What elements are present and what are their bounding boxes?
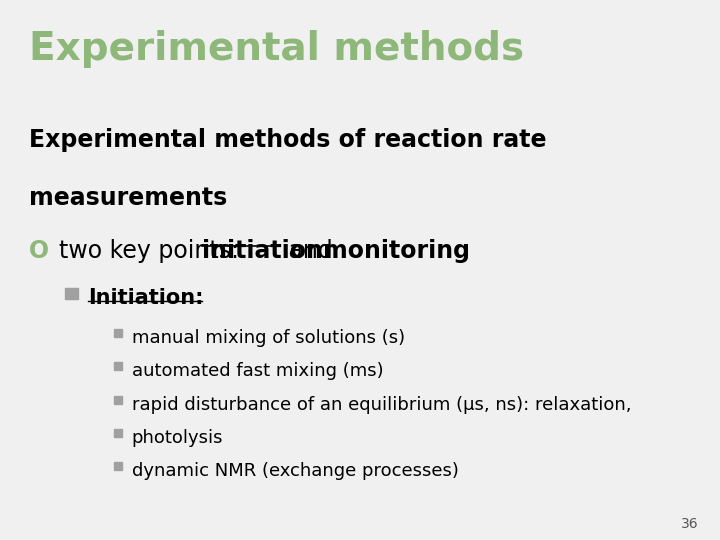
Text: initiation: initiation [202,239,323,263]
FancyBboxPatch shape [114,429,122,437]
Text: Experimental methods of reaction rate: Experimental methods of reaction rate [29,128,546,152]
FancyBboxPatch shape [114,362,122,370]
FancyBboxPatch shape [65,288,78,299]
Text: manual mixing of solutions (s): manual mixing of solutions (s) [132,329,405,347]
Text: rapid disturbance of an equilibrium (μs, ns): relaxation,: rapid disturbance of an equilibrium (μs,… [132,396,631,414]
Text: 36: 36 [681,517,698,531]
Text: monitoring: monitoring [323,239,469,263]
Text: photolysis: photolysis [132,429,223,447]
Text: Initiation:: Initiation: [88,288,203,308]
FancyBboxPatch shape [114,462,122,470]
Text: dynamic NMR (exchange processes): dynamic NMR (exchange processes) [132,462,459,480]
FancyBboxPatch shape [114,396,122,403]
Text: automated fast mixing (ms): automated fast mixing (ms) [132,362,383,381]
FancyBboxPatch shape [114,329,122,337]
Text: and: and [281,239,340,263]
Text: two key points:: two key points: [59,239,246,263]
Text: Experimental methods: Experimental methods [29,30,524,68]
Text: measurements: measurements [29,186,227,210]
Text: O: O [29,239,49,263]
